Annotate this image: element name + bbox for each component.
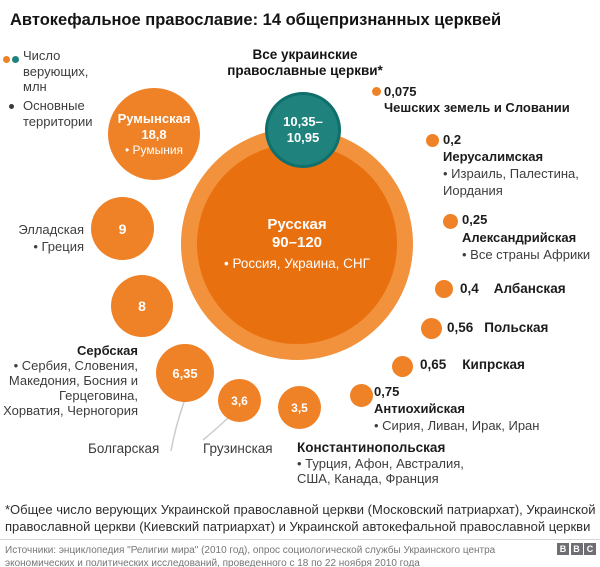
bubble-ukrainian-value-line1: 10,35– [283,114,323,129]
bubble-greek: 9 [91,197,154,260]
annotation-polish-name: Польская [484,320,549,335]
annotation-antioch-territories: • Сирия, Ливан, Ирак, Иран [374,418,540,433]
annotation-czech: 0,075 Чешских земель и Словании [384,84,570,116]
annotation-serbian: Сербская • Сербия, Словения, Македония, … [0,343,138,418]
annotation-jerusalem-territories: • Израиль, Палестина, Иордания [443,166,579,198]
annotation-cyprus-name: Кипрская [462,357,525,372]
annotation-czech-value: 0,075 [384,84,417,99]
annotation-jerusalem-name: Иерусалимская [443,149,544,164]
bubble-georgian: 3,6 [218,379,261,422]
annotation-georgian-name: Грузинская [203,441,273,456]
annotation-jerusalem-value: 0,2 [443,132,462,147]
bubble-romanian: Румынская 18,8 • Румыния [108,88,200,180]
bubble-russian: Русская 90–120 • Россия, Украина, СНГ [197,144,397,344]
annotation-antioch-value: 0,75 [374,384,400,399]
bubble-russian-territories: • Россия, Украина, СНГ [224,256,370,271]
bubble-ukrainian: 10,35– 10,95 [268,95,338,165]
bubble-cyprus [392,356,413,377]
annotation-jerusalem: 0,2 Иерусалимская • Израиль, Палестина, … [443,131,600,199]
ukrainian-churches-heading: Все украинские православные церкви* [227,47,383,78]
footnote: *Общее число верующих Украинской правосл… [5,502,596,534]
bubble-antioch [350,384,373,407]
annotation-alexandria-name: Александрийская [462,229,577,245]
annotation-bulgarian-name: Болгарская [88,441,160,456]
bbc-logo-letter: B [557,543,569,555]
annotation-alexandria-territories: • Все страны Африки [462,247,591,262]
annotation-greek-name: Элладская [18,222,84,237]
annotation-constantinople-territories: • Турция, Афон, Австралия, США, Канада, … [297,455,464,487]
bubble-romanian-territories: • Румыния [124,142,184,157]
bubble-russian-name: Русская [267,216,327,233]
bubble-russian-value: 90–120 [271,234,323,251]
legend-believers-label: Число верующих, млн [23,48,89,94]
annotation-antioch-name: Антиохийская [374,401,465,416]
bubble-serbian: 8 [111,275,173,337]
annotation-constantinople-name: Константинопольская [297,440,446,455]
annotation-alexandria: 0,25 Александрийская • Все страны Африки [462,211,590,264]
annotation-cyprus: 0,65 Кипрская [420,357,525,373]
annotation-polish: 0,56 Польская [447,320,548,336]
bubble-constantinople: 3,5 [278,386,321,429]
annotation-antioch: 0,75 Антиохийская • Сирия, Ливан, Ирак, … [374,383,539,434]
legend-territories-label: Основные территории [23,98,93,129]
footer-divider [0,539,600,540]
annotation-albanian: 0,4 Албанская [460,281,566,297]
bubble-ukrainian-value-line2: 10,95 [286,130,320,145]
annotation-greek: Элладская • Греция [0,221,84,255]
annotation-cyprus-value: 0,65 [420,357,447,372]
bubble-romanian-name: Румынская [117,110,191,126]
bubble-alexandria [443,214,458,229]
legend-bullet-icon [9,104,14,109]
source-credit: Источники: энциклопедия "Религии мира" (… [5,545,496,567]
annotation-serbian-territories: • Сербия, Словения, Македония, Босния и … [3,358,138,418]
bbc-logo-letter: B [570,543,583,555]
bbc-logo: B B C [557,543,596,555]
bbc-logo-letter: C [584,543,596,555]
annotation-polish-value: 0,56 [447,320,474,335]
page-title: Автокефальное православие: 14 общепризна… [10,11,502,29]
bubble-czech [372,87,381,96]
bubble-bulgarian: 6,35 [156,344,214,402]
annotation-albanian-name: Албанская [493,281,566,296]
annotation-constantinople: Константинопольская • Турция, Афон, Авст… [297,440,493,487]
annotation-alexandria-value: 0,25 [462,212,488,227]
legend-teal-dot-icon [12,56,19,63]
bubble-polish [421,318,442,339]
annotation-greek-territories: • Греция [33,239,84,254]
annotation-czech-name: Чешских земель и Словании [384,100,570,115]
bubble-romanian-value: 18,8 [141,126,167,142]
legend-orange-dot-icon [3,56,10,63]
bubble-jerusalem [426,134,439,147]
annotation-albanian-value: 0,4 [460,281,479,296]
bubble-albanian [435,280,453,298]
annotation-serbian-name: Сербская [77,343,138,358]
